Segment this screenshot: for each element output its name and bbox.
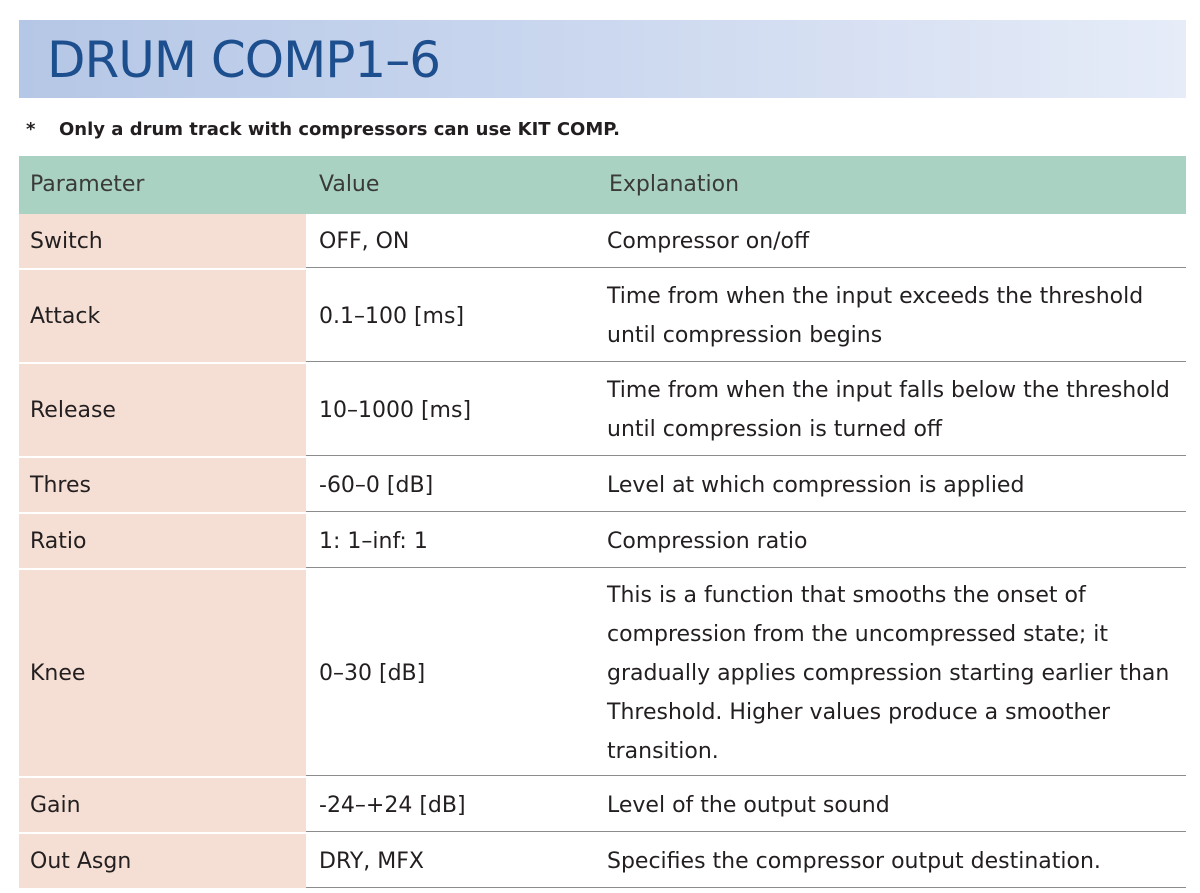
value-cell: 1: 1–inf: 1 xyxy=(319,528,428,554)
parameter-cell: Knee xyxy=(19,570,306,776)
header-explanation: Explanation xyxy=(609,172,740,197)
table-row: Out Asgn DRY, MFX Specifies the compress… xyxy=(19,834,1186,890)
parameter-name: Release xyxy=(30,397,116,423)
note: * Only a drum track with compressors can … xyxy=(26,118,620,142)
explanation-cell: Time from when the input falls below the… xyxy=(607,378,1170,442)
note-text: Only a drum track with compressors can u… xyxy=(59,119,620,140)
page-title: DRUM COMP1–6 xyxy=(47,31,441,89)
value-cell: 0.1–100 [ms] xyxy=(319,303,465,329)
table-row: Switch OFF, ON Compressor on/off xyxy=(19,214,1186,270)
parameter-name: Gain xyxy=(30,792,81,818)
header-value: Value xyxy=(319,172,380,197)
value-cell: 0–30 [dB] xyxy=(319,660,426,686)
explanation-cell: Specifies the compressor output destinat… xyxy=(607,848,1101,874)
parameter-cell: Thres xyxy=(19,458,306,512)
table-header: Parameter Value Explanation xyxy=(19,156,1186,214)
parameter-name: Out Asgn xyxy=(30,848,132,874)
parameter-name: Thres xyxy=(30,472,91,498)
table-row: Knee 0–30 [dB] This is a function that s… xyxy=(19,570,1186,778)
value-cell: 10–1000 [ms] xyxy=(319,397,472,423)
value-cell: -24–+24 [dB] xyxy=(319,792,466,818)
table-row: Release 10–1000 [ms] Time from when the … xyxy=(19,364,1186,458)
parameter-table: Parameter Value Explanation Switch OFF, … xyxy=(19,156,1186,890)
value-cell: OFF, ON xyxy=(319,228,410,254)
explanation-cell: Level at which compression is applied xyxy=(607,472,1025,498)
explanation-cell: Time from when the input exceeds the thr… xyxy=(607,284,1144,348)
table-row: Ratio 1: 1–inf: 1 Compression ratio xyxy=(19,514,1186,570)
header-parameter: Parameter xyxy=(30,172,145,197)
parameter-cell: Release xyxy=(19,364,306,456)
explanation-cell: Level of the output sound xyxy=(607,792,890,818)
title-banner: DRUM COMP1–6 xyxy=(19,20,1186,98)
parameter-cell: Ratio xyxy=(19,514,306,568)
parameter-cell: Out Asgn xyxy=(19,834,306,888)
explanation-cell: This is a function that smooths the onse… xyxy=(607,582,1170,764)
parameter-cell: Attack xyxy=(19,270,306,362)
explanation-cell: Compressor on/off xyxy=(607,228,810,254)
parameter-name: Knee xyxy=(30,660,86,686)
value-cell: DRY, MFX xyxy=(319,848,424,874)
explanation-cell: Compression ratio xyxy=(607,528,808,554)
parameter-name: Switch xyxy=(30,228,103,254)
value-cell: -60–0 [dB] xyxy=(319,472,434,498)
parameter-cell: Switch xyxy=(19,214,306,268)
table-row: Attack 0.1–100 [ms] Time from when the i… xyxy=(19,270,1186,364)
note-marker: * xyxy=(26,119,36,140)
parameter-name: Attack xyxy=(30,303,101,329)
table-row: Thres -60–0 [dB] Level at which compress… xyxy=(19,458,1186,514)
parameter-cell: Gain xyxy=(19,778,306,832)
table-row: Gain -24–+24 [dB] Level of the output so… xyxy=(19,778,1186,834)
parameter-name: Ratio xyxy=(30,528,87,554)
